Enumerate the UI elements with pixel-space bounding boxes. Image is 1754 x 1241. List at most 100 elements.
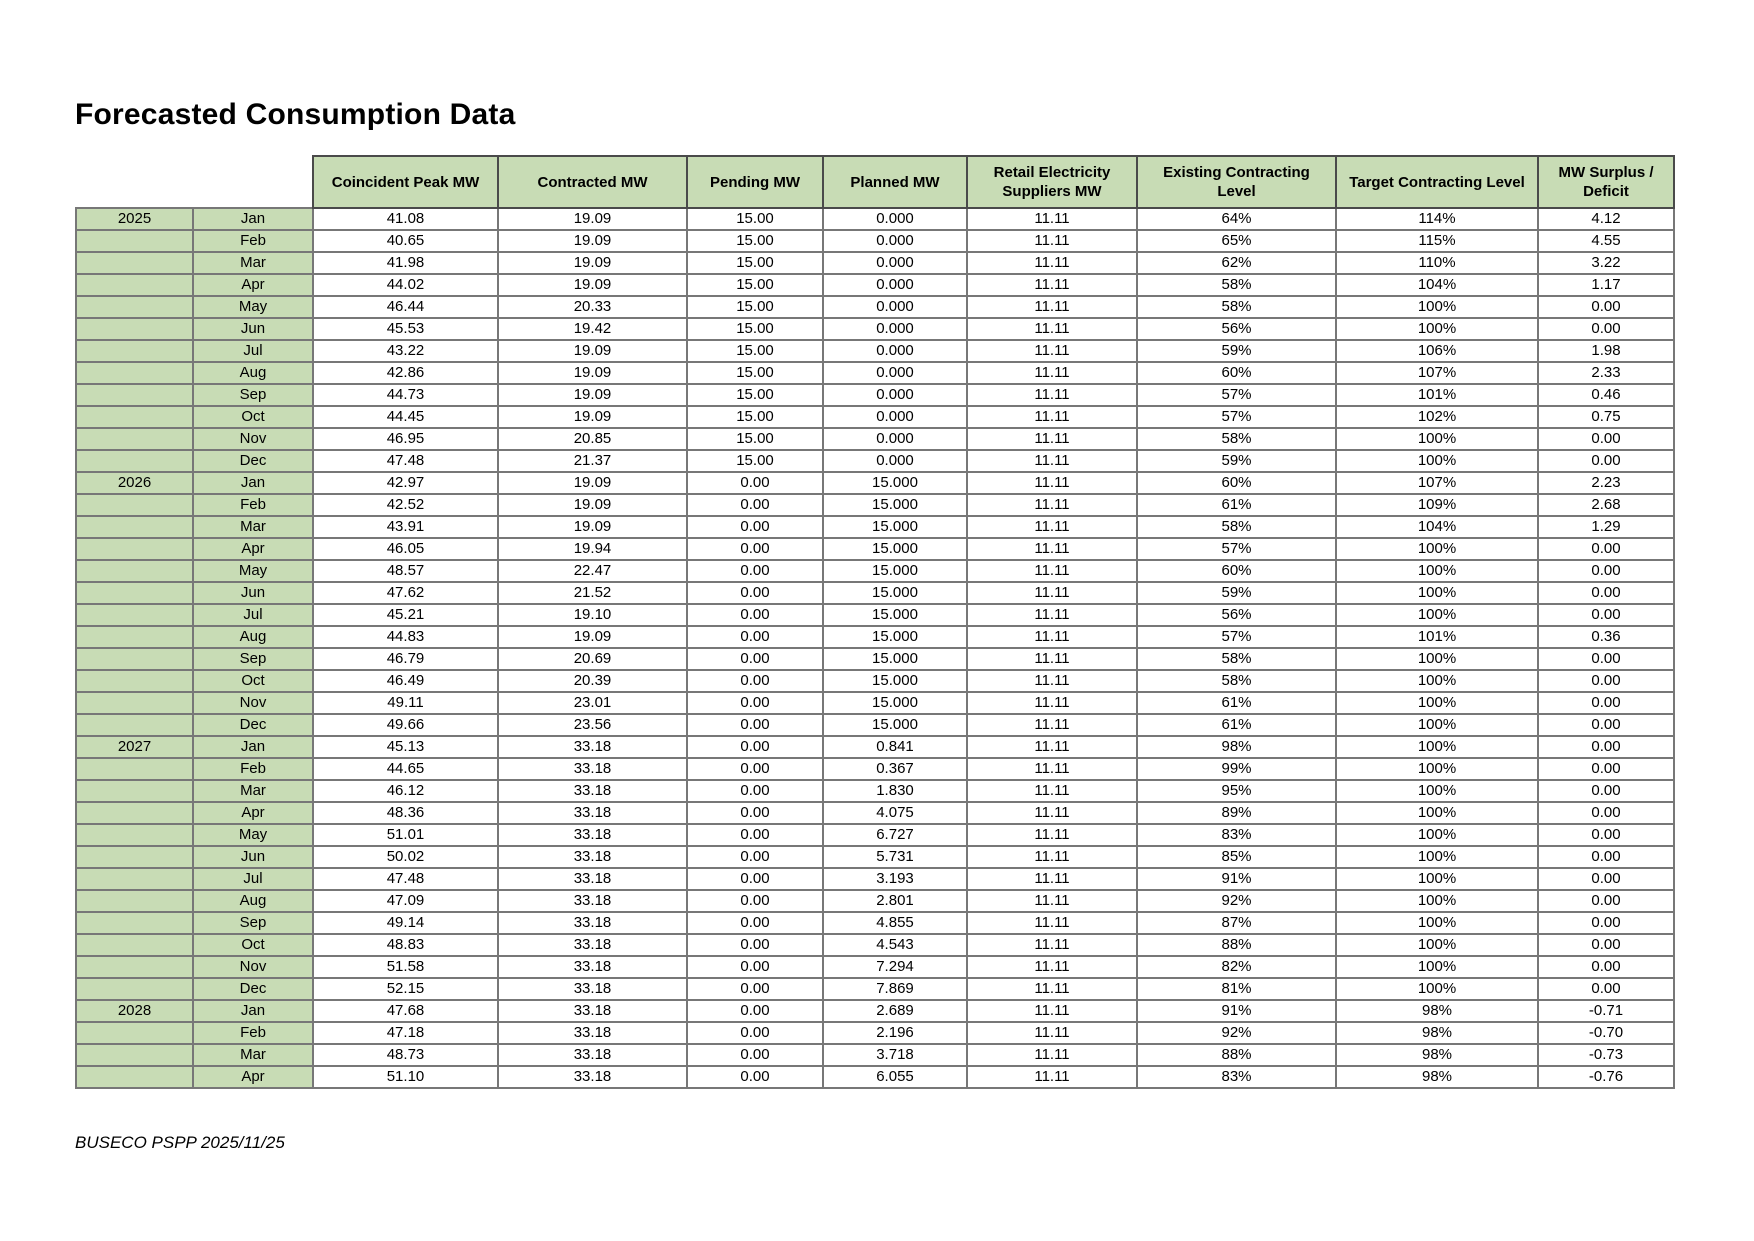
table-row: 2025 Jan 41.08 19.09 15.00 0.000 11.11 64% 114% 4… (75, 207, 1675, 231)
data-cell: 11.11 (966, 625, 1138, 649)
month-cell: Sep (192, 383, 314, 407)
data-cell: 7.869 (822, 977, 968, 1001)
data-cell: 2.33 (1537, 361, 1675, 385)
data-cell: 15.00 (686, 383, 824, 407)
data-cell: 45.53 (312, 317, 499, 341)
data-cell: 33.18 (497, 823, 688, 847)
data-cell: 98% (1335, 1043, 1539, 1067)
data-cell: 41.08 (312, 207, 499, 231)
data-cell: 20.33 (497, 295, 688, 319)
data-cell: 6.055 (822, 1065, 968, 1089)
year-cell (75, 911, 194, 935)
data-cell: 0.000 (822, 207, 968, 231)
table-row: Nov 49.11 23.01 0.00 15.000 11.11 61% 100% 0.00 (75, 691, 1675, 715)
month-cell: Jun (192, 581, 314, 605)
data-cell: 15.000 (822, 581, 968, 605)
data-cell: -0.76 (1537, 1065, 1675, 1089)
month-cell: May (192, 559, 314, 583)
data-cell: 0.00 (1537, 559, 1675, 583)
month-cell: Feb (192, 493, 314, 517)
table-row: Mar 43.91 19.09 0.00 15.000 11.11 58% 104% 1.29 (75, 515, 1675, 539)
data-cell: 33.18 (497, 999, 688, 1023)
data-cell: 11.11 (966, 933, 1138, 957)
table-row: Feb 47.18 33.18 0.00 2.196 11.11 92% 98% -0.70 (75, 1021, 1675, 1045)
data-cell: 11.11 (966, 493, 1138, 517)
data-cell: 0.00 (1537, 779, 1675, 803)
year-cell (75, 1065, 194, 1089)
month-cell: Nov (192, 427, 314, 451)
data-cell: 100% (1335, 295, 1539, 319)
table-row: Apr 48.36 33.18 0.00 4.075 11.11 89% 100% 0.00 (75, 801, 1675, 825)
month-cell: Mar (192, 251, 314, 275)
year-cell (75, 449, 194, 473)
data-cell: 100% (1335, 427, 1539, 451)
table-row: 2027 Jan 45.13 33.18 0.00 0.841 11.11 98% 100% 0.… (75, 735, 1675, 759)
month-cell: Nov (192, 955, 314, 979)
table-row: May 48.57 22.47 0.00 15.000 11.11 60% 100% 0.00 (75, 559, 1675, 583)
data-cell: 2.68 (1537, 493, 1675, 517)
data-cell: 0.00 (1537, 867, 1675, 891)
data-cell: 0.00 (1537, 823, 1675, 847)
data-cell: 6.727 (822, 823, 968, 847)
table-row: Sep 46.79 20.69 0.00 15.000 11.11 58% 100% 0.00 (75, 647, 1675, 671)
data-cell: 100% (1335, 845, 1539, 869)
data-cell: 0.000 (822, 383, 968, 407)
month-cell: Sep (192, 647, 314, 671)
header-row: Coincident Peak MW Contracted MW Pending M… (76, 155, 1675, 209)
table-row: Oct 44.45 19.09 15.00 0.000 11.11 57% 102% 0.75 (75, 405, 1675, 429)
data-cell: 11.11 (966, 581, 1138, 605)
data-cell: 0.00 (1537, 757, 1675, 781)
data-cell: 11.11 (966, 757, 1138, 781)
table-row: May 46.44 20.33 15.00 0.000 11.11 58% 100% 0.00 (75, 295, 1675, 319)
data-cell: 43.22 (312, 339, 499, 363)
data-cell: 0.00 (1537, 801, 1675, 825)
data-cell: 0.00 (686, 559, 824, 583)
data-cell: 100% (1335, 713, 1539, 737)
data-cell: 61% (1136, 493, 1337, 517)
data-cell: 102% (1335, 405, 1539, 429)
data-cell: 33.18 (497, 845, 688, 869)
data-cell: 0.00 (1537, 691, 1675, 715)
data-cell: 11.11 (966, 647, 1138, 671)
data-cell: 0.00 (1537, 713, 1675, 737)
data-cell: 11.11 (966, 515, 1138, 539)
data-cell: 0.00 (686, 1021, 824, 1045)
data-cell: 19.09 (497, 625, 688, 649)
data-cell: 100% (1335, 691, 1539, 715)
data-cell: 106% (1335, 339, 1539, 363)
data-cell: 0.00 (686, 581, 824, 605)
month-cell: Nov (192, 691, 314, 715)
data-cell: 3.718 (822, 1043, 968, 1067)
column-header: Pending MW (686, 155, 824, 209)
data-cell: 33.18 (497, 955, 688, 979)
data-cell: 11.11 (966, 427, 1138, 451)
data-cell: 46.95 (312, 427, 499, 451)
data-cell: 60% (1136, 471, 1337, 495)
data-cell: 19.09 (497, 251, 688, 275)
data-cell: 23.56 (497, 713, 688, 737)
year-cell: 2027 (75, 735, 194, 759)
data-cell: 11.11 (966, 801, 1138, 825)
data-cell: 100% (1335, 537, 1539, 561)
data-cell: 15.00 (686, 339, 824, 363)
month-cell: Jan (192, 735, 314, 759)
data-cell: 0.000 (822, 251, 968, 275)
data-cell: 0.00 (1537, 427, 1675, 451)
data-cell: 88% (1136, 933, 1337, 957)
data-cell: 100% (1335, 449, 1539, 473)
table-row: Feb 42.52 19.09 0.00 15.000 11.11 61% 109% 2.68 (75, 493, 1675, 517)
data-cell: 42.97 (312, 471, 499, 495)
data-cell: 43.91 (312, 515, 499, 539)
data-cell: 0.00 (686, 757, 824, 781)
data-cell: 11.11 (966, 1065, 1138, 1089)
data-cell: 47.62 (312, 581, 499, 605)
data-cell: 2.196 (822, 1021, 968, 1045)
data-cell: 4.55 (1537, 229, 1675, 253)
data-cell: 0.00 (686, 1065, 824, 1089)
data-cell: 0.00 (686, 471, 824, 495)
data-cell: 0.000 (822, 295, 968, 319)
month-cell: Aug (192, 625, 314, 649)
data-cell: 0.000 (822, 427, 968, 451)
data-cell: 33.18 (497, 889, 688, 913)
